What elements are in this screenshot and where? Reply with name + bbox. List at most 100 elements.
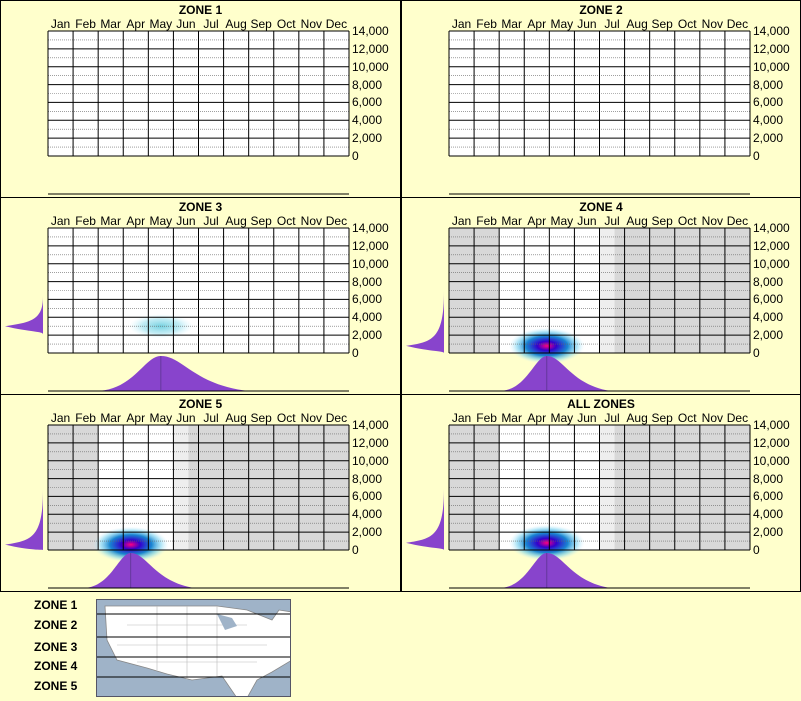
month-tick-may: May xyxy=(550,214,574,228)
month-tick-jan: Jan xyxy=(50,411,71,425)
month-tick-oct: Oct xyxy=(677,17,697,31)
elevation-tick: 12,000 xyxy=(753,435,790,450)
month-tick-may: May xyxy=(550,17,574,31)
month-tick-mar: Mar xyxy=(501,17,522,31)
elevation-tick: 4,000 xyxy=(753,507,784,522)
elevation-tick: 14,000 xyxy=(352,24,389,38)
elevation-tick: 12,000 xyxy=(352,435,389,450)
heatmap-plot xyxy=(406,227,751,392)
elevation-density-curve xyxy=(406,487,444,550)
month-shade xyxy=(474,425,500,550)
elevation-tick: 8,000 xyxy=(352,77,383,92)
month-density-curve xyxy=(94,356,249,391)
month-tick-oct: Oct xyxy=(276,17,296,31)
elevation-tick: 14,000 xyxy=(352,418,389,432)
elevation-tick: 10,000 xyxy=(753,59,790,74)
legend-zone-2-label: ZONE 2 xyxy=(34,618,78,632)
elevation-tick: 6,000 xyxy=(352,489,383,504)
month-tick-aug: Aug xyxy=(626,17,648,31)
heatmap-plot xyxy=(47,30,350,195)
density-hotspot xyxy=(508,524,585,561)
month-tick-jan: Jan xyxy=(50,214,71,228)
month-tick-apr: Apr xyxy=(126,17,146,31)
month-tick-jul: Jul xyxy=(203,17,219,31)
legend-zone-5-label: ZONE 5 xyxy=(34,679,78,693)
elevation-density-curve xyxy=(5,296,43,335)
month-density-curve xyxy=(498,553,611,588)
month-tick-aug: Aug xyxy=(225,411,247,425)
month-tick-dec: Dec xyxy=(325,411,348,425)
month-tick-mar: Mar xyxy=(100,411,121,425)
month-tick-sep: Sep xyxy=(651,17,673,31)
elevation-tick: 0 xyxy=(352,543,359,557)
month-tick-jul: Jul xyxy=(203,411,219,425)
chart-title: ZONE 5 xyxy=(178,397,223,411)
chart-title: ZONE 4 xyxy=(579,200,623,214)
month-tick-feb: Feb xyxy=(75,411,96,425)
month-tick-may: May xyxy=(149,411,173,425)
elevation-tick: 12,000 xyxy=(753,41,790,56)
elevation-tick: 0 xyxy=(753,149,760,163)
zone-chart-4: ZONE 4 Jan Feb Mar Apr May Jun Jul Aug Sep Oct Nov D… xyxy=(401,197,801,395)
month-tick-sep: Sep xyxy=(250,17,272,31)
month-tick-feb: Feb xyxy=(75,17,96,31)
month-tick-feb: Feb xyxy=(476,214,497,228)
month-tick-jun: Jun xyxy=(577,17,597,31)
zone-chart-1: ZONE 1 Jan Feb Mar Apr May Jun Jul Aug Sep Oct Nov D… xyxy=(0,0,401,198)
month-tick-mar: Mar xyxy=(501,411,522,425)
elevation-density-curve xyxy=(5,489,43,550)
month-tick-aug: Aug xyxy=(225,17,247,31)
month-tick-nov: Nov xyxy=(300,411,322,425)
elevation-tick: 2,000 xyxy=(352,131,383,146)
month-tick-oct: Oct xyxy=(276,214,296,228)
elevation-tick: 6,000 xyxy=(352,292,383,307)
month-tick-nov: Nov xyxy=(701,214,723,228)
elevation-tick: 0 xyxy=(352,149,359,163)
month-tick-oct: Oct xyxy=(677,411,697,425)
legend-zone-1-label: ZONE 1 xyxy=(34,598,78,612)
zone-chart-6: ALL ZONES Jan Feb Mar Apr May Jun Jul Aug Sep Oct N… xyxy=(401,394,801,592)
elevation-tick: 6,000 xyxy=(753,95,784,110)
month-tick-apr: Apr xyxy=(527,17,547,31)
legend-zone-4-label: ZONE 4 xyxy=(34,659,78,673)
month-tick-jan: Jan xyxy=(451,411,472,425)
month-tick-sep: Sep xyxy=(651,411,673,425)
elevation-tick: 8,000 xyxy=(352,274,383,289)
month-shade xyxy=(474,228,500,353)
month-shade xyxy=(699,425,725,550)
month-tick-nov: Nov xyxy=(300,17,322,31)
month-tick-oct: Oct xyxy=(677,214,697,228)
month-tick-nov: Nov xyxy=(300,214,322,228)
usa-map-image xyxy=(97,605,290,696)
month-tick-jan: Jan xyxy=(451,17,472,31)
heatmap-plot xyxy=(5,424,350,589)
elevation-tick: 6,000 xyxy=(753,489,784,504)
elevation-tick: 10,000 xyxy=(352,453,389,468)
elevation-tick: 12,000 xyxy=(352,41,389,56)
month-tick-aug: Aug xyxy=(225,214,247,228)
month-tick-dec: Dec xyxy=(726,17,749,31)
month-tick-sep: Sep xyxy=(250,214,272,228)
elevation-tick: 10,000 xyxy=(753,453,790,468)
month-tick-sep: Sep xyxy=(250,411,272,425)
density-hotspot xyxy=(92,526,169,563)
zone-map xyxy=(96,599,291,697)
chart-title: ZONE 2 xyxy=(579,3,623,17)
month-tick-apr: Apr xyxy=(527,411,547,425)
month-tick-mar: Mar xyxy=(100,17,121,31)
heatmap-plot xyxy=(406,424,751,589)
month-density-curve xyxy=(82,553,195,588)
month-tick-oct: Oct xyxy=(276,411,296,425)
elevation-tick: 8,000 xyxy=(753,274,784,289)
month-tick-feb: Feb xyxy=(75,214,96,228)
month-tick-jan: Jan xyxy=(50,17,71,31)
month-density-curve xyxy=(498,356,611,391)
elevation-tick: 10,000 xyxy=(753,256,790,271)
elevation-tick: 0 xyxy=(753,346,760,360)
month-tick-dec: Dec xyxy=(726,411,749,425)
month-shade xyxy=(298,425,324,550)
density-hotspot xyxy=(508,327,585,364)
elevation-tick: 10,000 xyxy=(352,59,389,74)
elevation-tick: 6,000 xyxy=(352,95,383,110)
